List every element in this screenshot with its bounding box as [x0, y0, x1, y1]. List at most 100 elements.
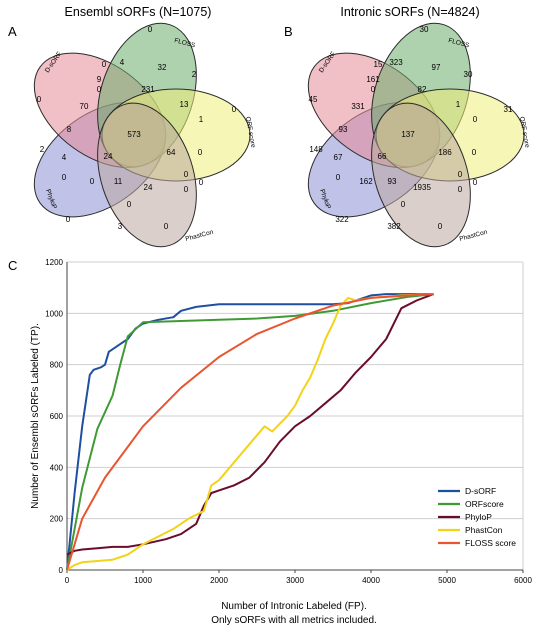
venn-count: 30 — [420, 25, 429, 34]
venn-count: 0 — [336, 173, 341, 182]
venn-count: 186 — [438, 148, 452, 157]
venn-count: 4 — [120, 58, 125, 67]
venn-title-a: Ensembl sORFs (N=1075) — [65, 5, 212, 19]
venn-count: 161 — [366, 75, 380, 84]
venn-count: 573 — [127, 130, 141, 139]
venn-count: 3 — [118, 222, 123, 231]
petal-phylop — [97, 102, 197, 248]
y-tick-label: 1000 — [45, 309, 63, 318]
series-line-phylop — [66, 293, 434, 556]
venn-count: 8 — [67, 125, 72, 134]
venn-count: 31 — [504, 105, 513, 114]
venn-count: 0 — [458, 185, 463, 194]
chart-legend: D-sORF ORFscore PhyloP PhastCon FLOSS score — [438, 486, 516, 548]
series-line-d-sorf — [66, 293, 434, 571]
y-tick-label: 200 — [50, 515, 64, 524]
legend-label: FLOSS score — [465, 538, 516, 548]
venn-count: 0 — [232, 105, 237, 114]
venn-count: 70 — [80, 102, 89, 111]
venn-count: 13 — [180, 100, 189, 109]
panel-letter-c: C — [8, 258, 17, 273]
legend-label: ORFscore — [465, 499, 504, 509]
venn-count: 0 — [401, 200, 406, 209]
venn-diagram-ensembl: D-sORF FLOSS ORF score PhastCon PhyloP 0… — [33, 22, 256, 248]
venn-count: 67 — [334, 153, 343, 162]
venn-count: 30 — [464, 70, 473, 79]
y-axis-title: Number of Ensembl sORFs Labeled (TP). — [30, 323, 41, 509]
venn-count: 4 — [62, 153, 67, 162]
venn-count: 93 — [339, 125, 348, 134]
venn-count: 0 — [199, 178, 204, 187]
venn-count: 0 — [473, 115, 478, 124]
y-tick-label: 600 — [50, 412, 64, 421]
venn-count: 64 — [167, 148, 176, 157]
venn-count: 2 — [40, 145, 45, 154]
venn-count: 162 — [359, 177, 373, 186]
venn-count: 0 — [371, 85, 376, 94]
venn-count: 0 — [458, 170, 463, 179]
venn-count: 0 — [37, 95, 42, 104]
venn-diagram-intronic: D-sORF FLOSS ORF score PhastCon PhyloP 4… — [307, 22, 530, 248]
x-tick-label: 4000 — [362, 576, 380, 585]
venn-count: 1 — [199, 115, 204, 124]
venn-count: 82 — [418, 85, 427, 94]
y-tick-label: 1200 — [45, 258, 63, 267]
x-tick-label: 0 — [65, 576, 70, 585]
x-tick-label: 6000 — [514, 576, 532, 585]
set-label-phastcon: PhastCon — [459, 229, 489, 243]
series-line-orfscore — [66, 293, 434, 571]
venn-count: 24 — [144, 183, 153, 192]
y-tick-label: 0 — [59, 566, 64, 575]
venn-count: 0 — [102, 60, 107, 69]
set-label-phastcon: PhastCon — [185, 229, 215, 243]
venn-count: 66 — [378, 152, 387, 161]
venn-count: 1935 — [413, 183, 431, 192]
venn-count: 45 — [309, 95, 318, 104]
legend-label: D-sORF — [465, 486, 496, 496]
venn-count: 0 — [472, 148, 477, 157]
venn-count: 148 — [309, 145, 323, 154]
x-axis-subtitle: Only sORFs with all metrics included. — [211, 615, 377, 626]
venn-count: 137 — [401, 130, 415, 139]
panel-letter-b: B — [284, 24, 293, 39]
y-tick-label: 400 — [50, 463, 64, 472]
x-axis-title: Number of Intronic Labeled (FP). — [221, 601, 367, 612]
venn-count: 2 — [192, 70, 197, 79]
venn-count: 1 — [456, 100, 461, 109]
venn-count: 0 — [66, 215, 71, 224]
legend-label: PhastCon — [465, 525, 503, 535]
venn-count: 0 — [184, 185, 189, 194]
venn-count: 97 — [432, 63, 441, 72]
venn-count: 9 — [97, 75, 102, 84]
venn-count: 0 — [164, 222, 169, 231]
venn-count: 0 — [90, 177, 95, 186]
chart-axes: 0 200 400 600 800 1000 1200 0 1000 2000 3000 4000 50… — [45, 258, 532, 585]
venn-count: 0 — [438, 222, 443, 231]
venn-count: 323 — [389, 58, 403, 67]
x-tick-label: 5000 — [438, 576, 456, 585]
series-line-phastcon — [66, 293, 434, 571]
petal-phylop — [371, 102, 471, 248]
venn-count: 0 — [62, 173, 67, 182]
venn-title-b: Intronic sORFs (N=4824) — [340, 5, 479, 19]
venn-count: 0 — [473, 178, 478, 187]
venn-count: 0 — [148, 25, 153, 34]
venn-count: 0 — [184, 170, 189, 179]
y-tick-label: 800 — [50, 361, 64, 370]
series-line-floss-score — [66, 293, 434, 571]
x-tick-label: 2000 — [210, 576, 228, 585]
venn-count: 24 — [104, 152, 113, 161]
venn-count: 331 — [351, 102, 365, 111]
x-tick-label: 3000 — [286, 576, 304, 585]
venn-count: 231 — [141, 85, 155, 94]
venn-count: 32 — [158, 63, 167, 72]
venn-count: 0 — [127, 200, 132, 209]
venn-count: 93 — [388, 177, 397, 186]
venn-count: 382 — [387, 222, 401, 231]
chart-series — [66, 293, 434, 571]
x-tick-label: 1000 — [134, 576, 152, 585]
venn-count: 0 — [198, 148, 203, 157]
venn-count: 11 — [114, 177, 123, 186]
panel-letter-a: A — [8, 24, 17, 39]
